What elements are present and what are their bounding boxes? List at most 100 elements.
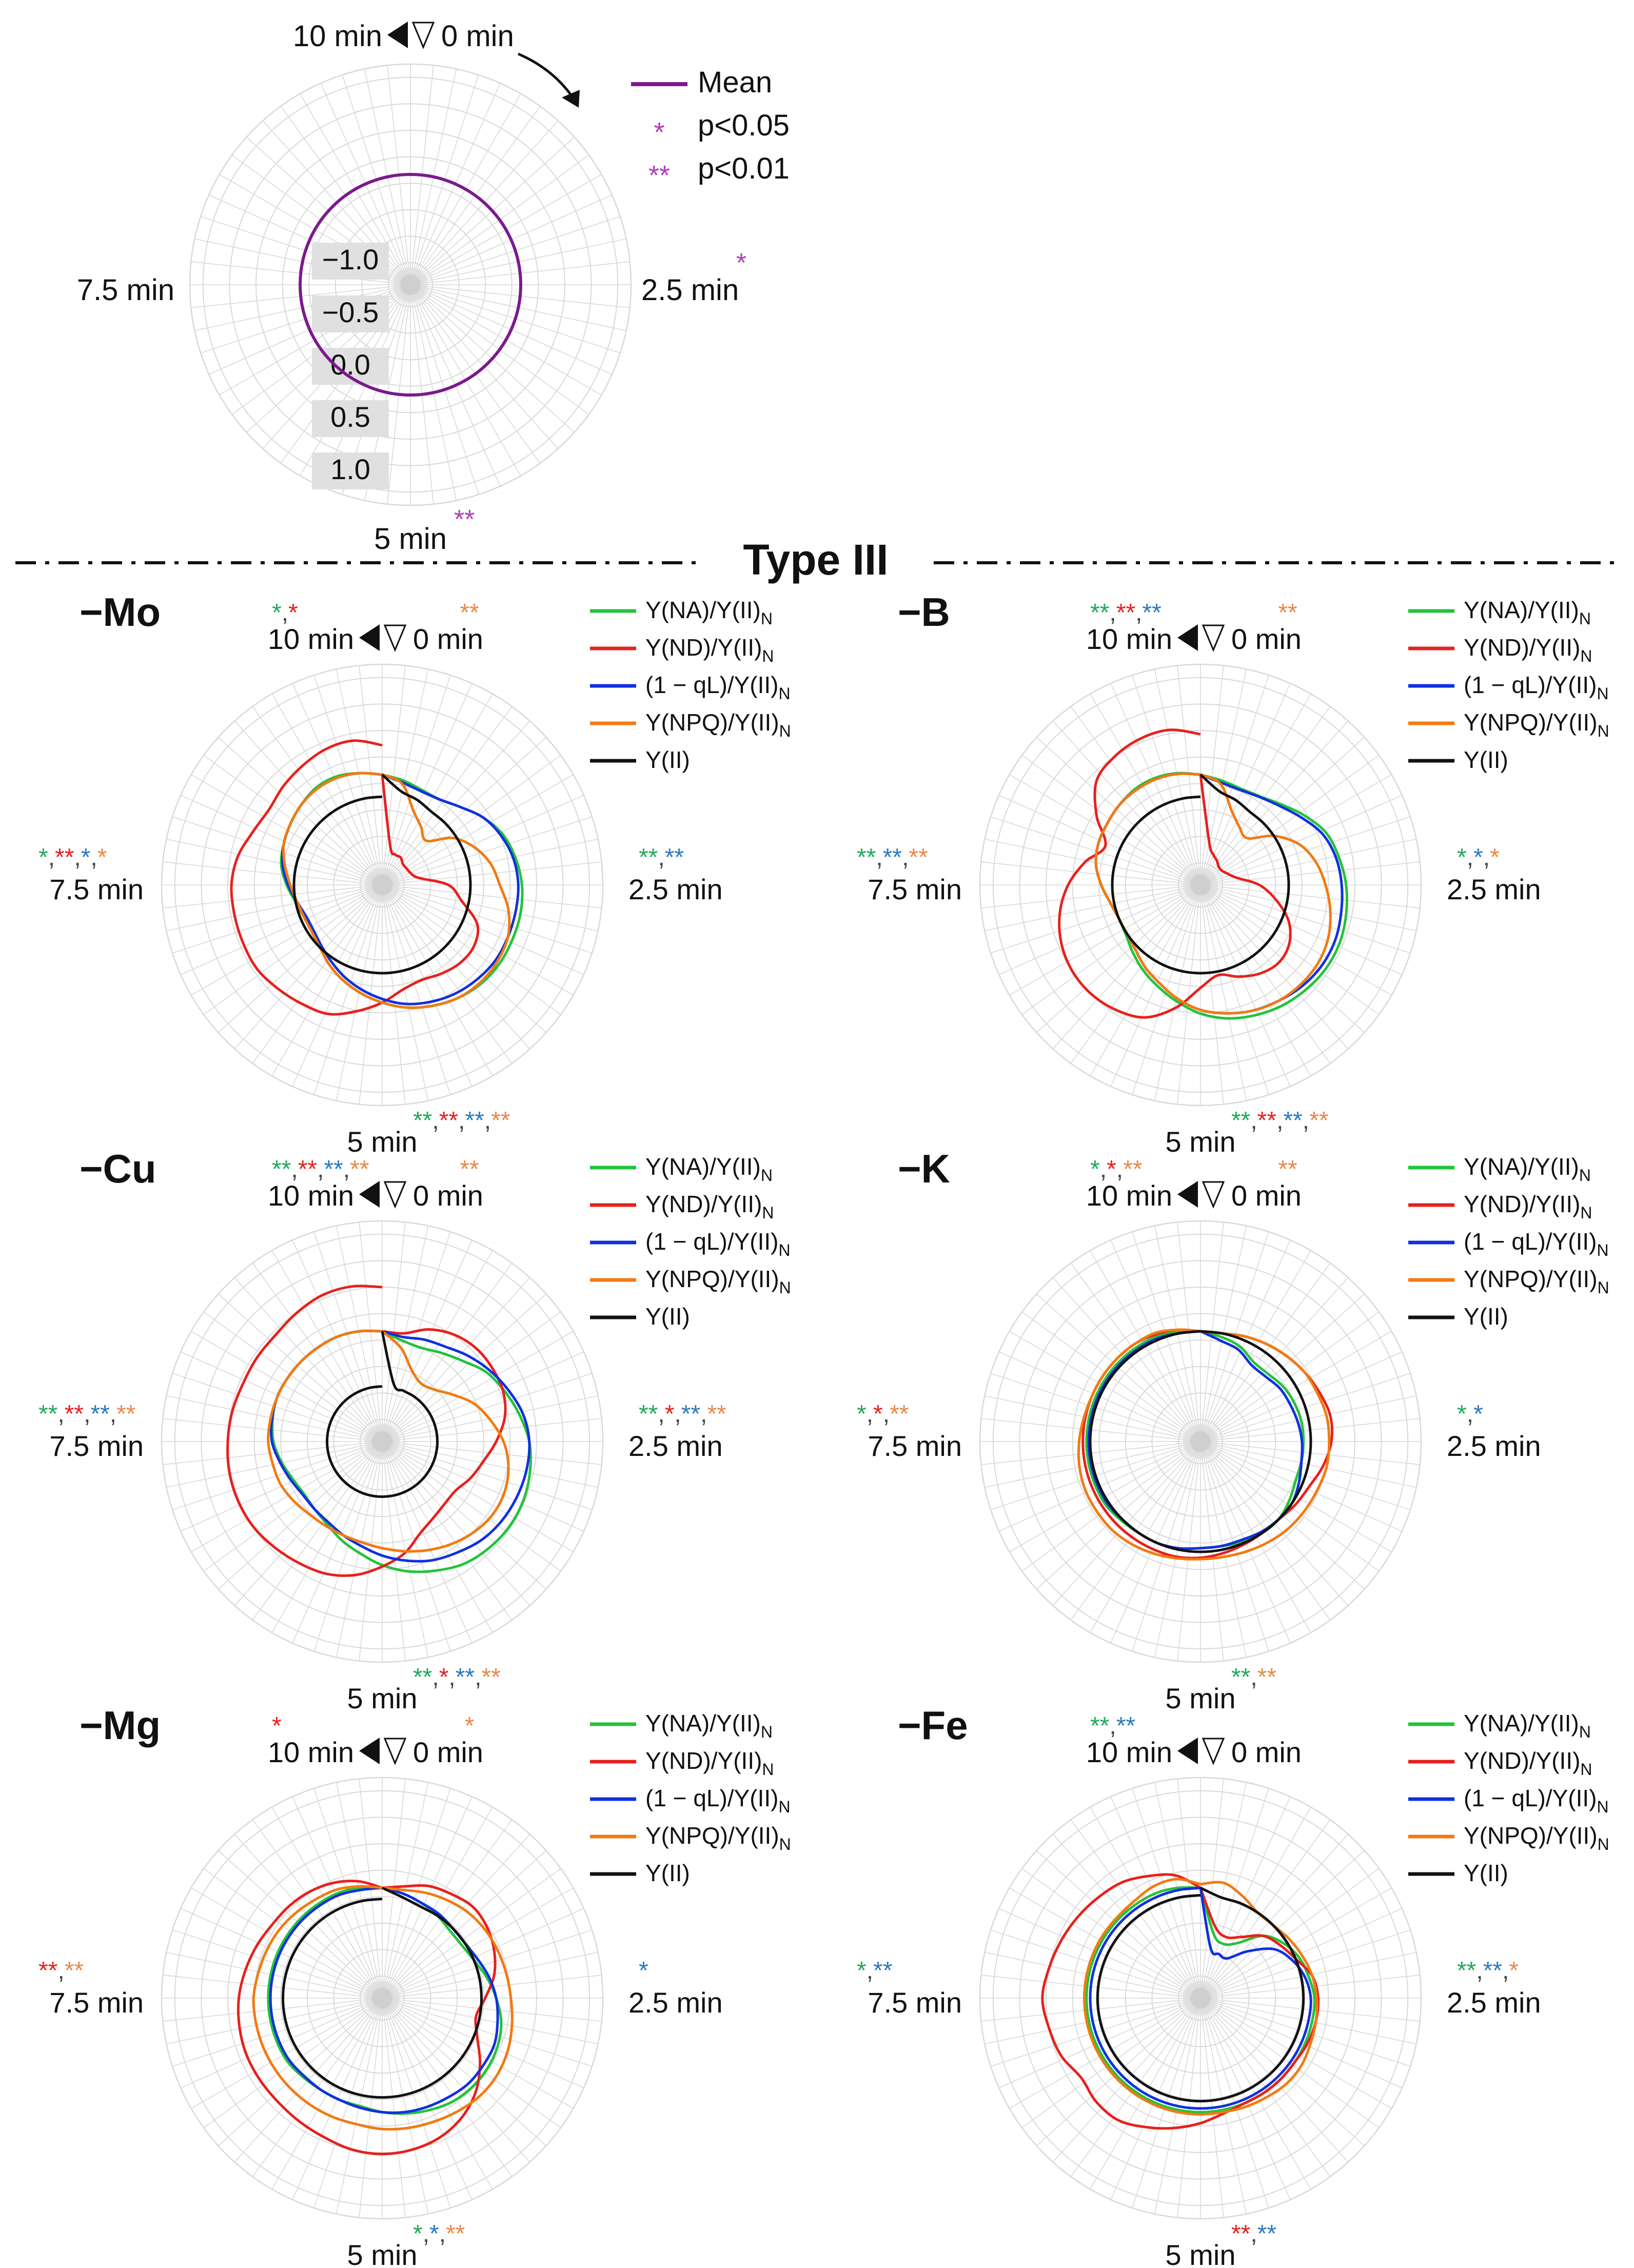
panel-Cu-filled-triangle-icon: [359, 1181, 380, 1208]
panel-Mg-grid-spoke: [218, 1850, 383, 1999]
panel-Mg-sig-comma: ,: [439, 2220, 446, 2247]
panel-Cu-sig-right: **,*,**,**: [639, 1401, 726, 1428]
panel-Cu-label-5min: 5 min: [347, 1682, 418, 1714]
panel-B-sig-comma: ,: [902, 844, 909, 871]
panel-Mo-grid-spoke: [382, 884, 451, 1095]
panel-Mg-legend-label-ND: Y(ND)/Y(II)N: [645, 1747, 774, 1779]
panel-Mg-label-0min: 0 min: [413, 1736, 483, 1768]
panel-Cu-grid-spoke: [166, 1441, 383, 1488]
key-rtick-label: −0.5: [322, 296, 379, 328]
panel-Mo-sig-comma: ,: [48, 844, 55, 871]
panel-Mg-grid-spoke: [166, 1951, 383, 1999]
panel-B-grid-spoke: [1200, 884, 1392, 996]
panel-K-sig-left: *,*,**: [857, 1401, 909, 1428]
panel-K-legend-label-NPQ: Y(NPQ)/Y(II)N: [1464, 1266, 1609, 1297]
panel-Fe-sig-bottom: **,**: [1231, 2220, 1276, 2247]
panel-K-legend-subscript: N: [1598, 1278, 1609, 1297]
panel-K-sig-star: **: [1257, 1664, 1276, 1691]
panel-B-sig-star: *: [1473, 844, 1483, 871]
panel-B-filled-triangle-icon: [1177, 624, 1198, 651]
panel-B-grid-spoke: [1154, 884, 1201, 1101]
panel-Mg-grid-spoke: [180, 1908, 383, 1999]
panel-Mg-legend-subscript: N: [761, 1723, 773, 1741]
panel-K-sig-star: *: [1090, 1156, 1100, 1183]
panel-Cu-sig-star: **: [639, 1401, 658, 1428]
panel-K-sig-star: **: [1278, 1156, 1297, 1183]
panel-K-label-10min: 10 min: [1086, 1179, 1172, 1212]
panel-Mg-sig-star: **: [446, 2220, 465, 2247]
panel-Mo-label-2_5min: 2.5 min: [628, 873, 723, 905]
key-mean-circle: [299, 173, 522, 397]
panel-B-sig-top-left: **,**,**: [1090, 599, 1161, 626]
panel-Mo-grid-spoke: [166, 884, 383, 932]
panel-B-legend-label-NPQ: Y(NPQ)/Y(II)N: [1464, 709, 1609, 740]
panel-Cu-sig-comma: ,: [343, 1156, 350, 1183]
panel-Mo-grid-spoke: [271, 694, 383, 885]
panel-Cu-sig-star: **: [681, 1401, 700, 1428]
panel-Mo-series-ND: [230, 739, 480, 1016]
panel-Fe-sig-comma: ,: [1109, 1712, 1116, 1740]
key-sig-bottom: **: [454, 505, 475, 535]
panel-K-label-7_5min: 7.5 min: [868, 1430, 962, 1462]
panel-B-sig-star: **: [883, 844, 902, 871]
panel-Cu-grid-spoke: [382, 1441, 593, 1510]
key-legend-label-mean: Mean: [698, 66, 772, 99]
key-hub: [400, 274, 421, 295]
panel-Mo-legend-label-ND: Y(ND)/Y(II)N: [645, 634, 774, 665]
panel-Mo-grid-spoke: [382, 884, 598, 932]
panel-Fe-series-NA: [1085, 1886, 1316, 2114]
panel-B-grid-spoke: [1200, 795, 1403, 885]
panel-Mg-grid-spoke: [271, 1807, 383, 1999]
panel-Mo-sig-top-left: *,*: [272, 599, 298, 626]
panel-Mo-filled-triangle-icon: [359, 624, 380, 651]
panel-Cu-grid-spoke: [382, 1441, 547, 1590]
panel-Cu-grid-spoke: [382, 1441, 429, 1658]
panel-Mg-grid-spoke: [172, 1998, 383, 2067]
panel-Mo-sig-comma: ,: [74, 844, 81, 871]
panel-Cu-sig-comma: ,: [674, 1401, 681, 1428]
panel-B-legend-label-ND: Y(ND)/Y(II)N: [1464, 634, 1592, 665]
panel-B-title: −B: [898, 589, 950, 635]
panel-B-grid-spoke: [1021, 884, 1201, 1015]
panel-Mg-label-7_5min: 7.5 min: [49, 1986, 144, 2019]
panel-Fe-sig-top-left: **,**: [1090, 1712, 1135, 1740]
panel-Mo-label-10min: 10 min: [268, 623, 354, 655]
panel-B-grid-spoke: [1200, 706, 1331, 885]
panel-Mo-sig-comma: ,: [458, 1107, 465, 1134]
key-rtick-label: 1.0: [330, 453, 370, 485]
panel-B-grid-spoke: [985, 838, 1201, 885]
panel-Cu-grid-spoke: [382, 1351, 584, 1442]
panel-Mo-grid-spoke: [382, 665, 406, 885]
panel-Cu-sig-star: **: [116, 1401, 135, 1428]
panel-B-sig-right: *,*,*: [1457, 844, 1500, 871]
panel-B-grid-spoke: [1200, 861, 1420, 885]
panel-Mo-grid-spoke: [292, 683, 383, 885]
panel-Mo-grid-spoke: [180, 884, 383, 975]
panel-Cu-sig-comma: ,: [291, 1156, 298, 1183]
panel-B-hub: [1190, 875, 1211, 895]
panel-Mg-grid-spoke: [382, 1850, 547, 1999]
panel-Mg-grid-spoke: [382, 1998, 602, 2022]
panel-B-sig-star: **: [1090, 599, 1109, 626]
key-label-7_5min: 7.5 min: [77, 273, 174, 307]
panel-B-grid-spoke: [1200, 669, 1247, 885]
panel-Fe-sig-star: **: [873, 1957, 892, 1984]
panel-B-grid-spoke: [1200, 774, 1392, 885]
panel-Cu-hub: [372, 1431, 392, 1452]
panel-B-sig-comma: ,: [1250, 1107, 1257, 1134]
panel-B-sig-star: **: [1257, 1107, 1276, 1134]
panel-B-grid-spoke: [981, 884, 1201, 909]
panel-Mo-legend-subscript: N: [762, 647, 774, 665]
panel-Mg-sig-star: *: [429, 2220, 439, 2247]
panel-Cu-grid-spoke: [191, 1441, 383, 1552]
panel-Mg-grid-spoke: [359, 1998, 383, 2218]
panel-Mo-grid-spoke: [234, 720, 383, 885]
panel-Cu-grid-spoke: [382, 1441, 513, 1621]
panel-Mo-sig-top-right: **: [460, 599, 479, 626]
panel-B-sig-star: *: [1457, 844, 1467, 871]
panel-Fe-sig-comma: ,: [867, 1957, 873, 1984]
panel-Mg-legend-label-NPQ: Y(NPQ)/Y(II)N: [645, 1822, 791, 1853]
panel-Fe-legend-label-NA: Y(NA)/Y(II)N: [1464, 1710, 1591, 1741]
panel-Mg-legend-label-NA: Y(NA)/Y(II)N: [645, 1710, 773, 1741]
panel-K-series-qL: [1087, 1330, 1304, 1550]
